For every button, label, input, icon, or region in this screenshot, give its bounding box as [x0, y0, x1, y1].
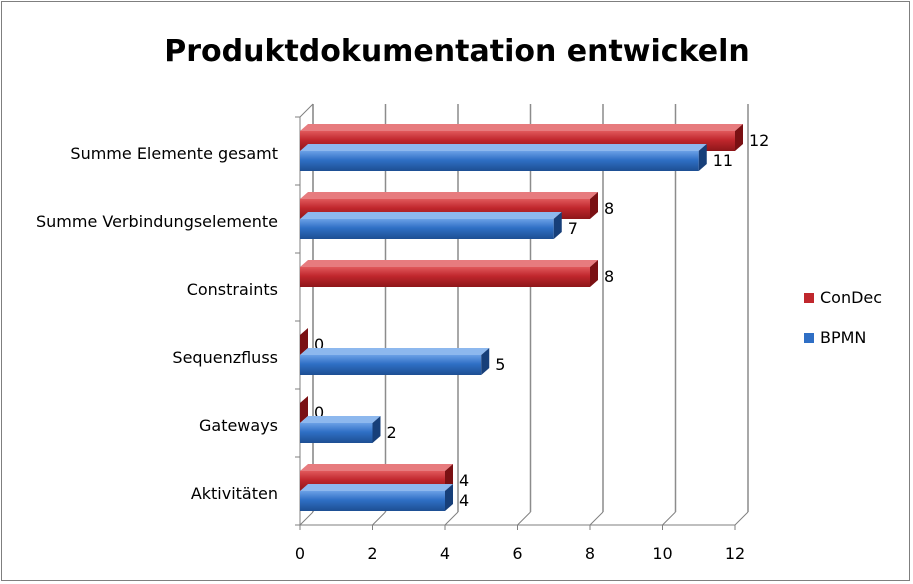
bar-front-face [300, 423, 373, 443]
bar-end-face [445, 484, 453, 511]
bar-end-face [300, 396, 308, 423]
gridline-depth [517, 511, 531, 526]
y-axis-depth [299, 103, 314, 118]
bar-bpmn [300, 144, 707, 171]
gridline-depth [734, 511, 749, 526]
chart-title: Produktdokumentation entwickeln [164, 34, 749, 69]
data-label: 0 [314, 403, 324, 422]
bar-front-face [300, 267, 590, 287]
gridline-depth [372, 511, 386, 526]
bar-bpmn [300, 348, 490, 375]
legend-label-bpmn: BPMN [820, 328, 866, 347]
bar-bpmn [300, 212, 562, 239]
x-tick-label: 12 [725, 544, 745, 563]
bar-end-face [481, 348, 490, 375]
category-label: Summe Verbindungselemente [36, 212, 278, 231]
gridline-depth [444, 511, 459, 526]
x-tick-label: 8 [585, 544, 595, 563]
data-label: 5 [495, 355, 505, 374]
x-tick-label: 0 [295, 544, 305, 563]
gridline-depth [299, 511, 314, 526]
x-tick-label: 2 [367, 544, 377, 563]
category-label: Gateways [199, 416, 278, 435]
bar-top-face [300, 212, 562, 219]
bar-condec [300, 328, 308, 355]
bar-condec [300, 260, 598, 287]
bar-top-face [300, 348, 490, 355]
bar-end-face [698, 144, 707, 171]
bar-top-face [300, 416, 381, 423]
bar-bpmn [300, 416, 381, 443]
plot-area: 0 2 4 6 8 10 12 Summe Elemente gesamt 12 11 Summe … [36, 103, 769, 563]
legend-swatch-condec [804, 293, 814, 303]
bar-front-face [300, 491, 445, 511]
bar-end-face [300, 328, 308, 355]
bar-condec [300, 396, 308, 423]
category-label: Aktivitäten [191, 484, 278, 503]
data-label: 7 [568, 219, 578, 238]
gridline-depth [589, 511, 604, 526]
data-label: 0 [314, 335, 324, 354]
data-label: 12 [749, 131, 769, 150]
legend-label-condec: ConDec [820, 288, 882, 307]
legend-swatch-bpmn [804, 333, 814, 343]
category-label: Summe Elemente gesamt [70, 144, 278, 163]
category-label: Constraints [187, 280, 278, 299]
data-label: 4 [459, 491, 469, 510]
x-tick-label: 4 [440, 544, 450, 563]
gridline-depth [662, 511, 676, 526]
category-label: Sequenzfluss [172, 348, 278, 367]
bar-end-face [553, 212, 562, 239]
bar-front-face [300, 355, 482, 375]
data-label: 4 [459, 471, 469, 490]
bar-end-face [590, 192, 598, 219]
bar-bpmn [300, 484, 453, 511]
bar-top-face [300, 484, 453, 491]
bar-top-face [300, 464, 453, 471]
bar-end-face [372, 416, 381, 443]
bar-front-face [300, 151, 699, 171]
data-label: 8 [604, 199, 614, 218]
bar-end-face [735, 124, 743, 151]
bar-top-face [300, 260, 598, 267]
bar-top-face [300, 192, 598, 199]
data-label: 2 [387, 423, 397, 442]
data-label: 8 [604, 267, 614, 286]
x-tick-label: 6 [512, 544, 522, 563]
bar-top-face [300, 124, 743, 131]
data-label: 11 [713, 151, 733, 170]
x-tick-label: 10 [652, 544, 672, 563]
bar-front-face [300, 219, 554, 239]
legend: ConDec BPMN [804, 288, 882, 347]
bar-top-face [300, 144, 707, 151]
bar-end-face [590, 260, 598, 287]
